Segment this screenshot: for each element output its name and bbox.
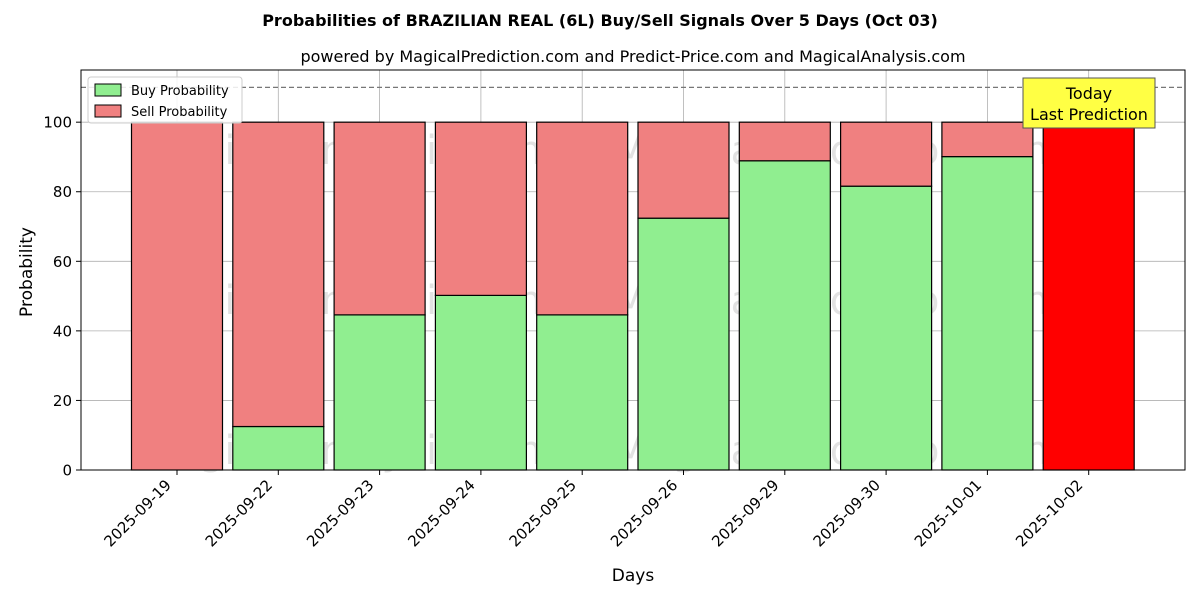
legend-swatch bbox=[94, 104, 122, 118]
y-axis-label: Probability bbox=[17, 227, 37, 317]
chart-subtitle: powered by MagicalPrediction.com and Pre… bbox=[300, 47, 965, 66]
y-tick-label: 60 bbox=[53, 253, 72, 271]
y-tick-label: 100 bbox=[43, 114, 72, 132]
legend bbox=[87, 76, 243, 124]
bar-sell bbox=[232, 121, 325, 428]
bar-buy bbox=[536, 314, 629, 471]
x-tick-label: 2025-09-19 bbox=[100, 476, 174, 550]
y-tick-label: 80 bbox=[53, 183, 72, 201]
legend-label: Sell Probability bbox=[131, 105, 228, 120]
bar-buy bbox=[738, 160, 831, 471]
annotation-box bbox=[1022, 77, 1156, 129]
bar-sell bbox=[738, 121, 831, 162]
bar-sell bbox=[637, 121, 730, 219]
bar-sell bbox=[839, 121, 933, 187]
x-tick-label: 2025-10-02 bbox=[1012, 476, 1086, 550]
x-tick-label: 2025-09-26 bbox=[607, 476, 681, 550]
bar-sell bbox=[941, 121, 1034, 158]
bar-buy bbox=[434, 294, 527, 471]
x-tick-label: 2025-09-25 bbox=[506, 476, 580, 550]
bar-buy bbox=[637, 217, 730, 471]
bar-sell bbox=[333, 121, 426, 316]
chart-title: Probabilities of BRAZILIAN REAL (6L) Buy… bbox=[262, 11, 938, 30]
plot-area: MagicalAnalysis.comMagicalPrediction.com… bbox=[43, 69, 1186, 550]
x-tick-label: 2025-09-22 bbox=[202, 476, 276, 550]
annotation-text: Today bbox=[1065, 84, 1112, 103]
y-tick-label: 40 bbox=[53, 322, 72, 340]
plot-frame bbox=[80, 69, 1186, 471]
y-tick-label: 0 bbox=[62, 462, 72, 480]
x-axis-label: Days bbox=[612, 566, 655, 586]
bar-sell bbox=[434, 121, 527, 296]
x-tick-label: 2025-09-30 bbox=[810, 476, 884, 550]
annotation-text: Last Prediction bbox=[1030, 105, 1148, 124]
bar-buy bbox=[232, 425, 325, 471]
bar-buy bbox=[941, 156, 1034, 471]
bar-sell bbox=[536, 121, 629, 316]
x-tick-label: 2025-09-29 bbox=[708, 476, 782, 550]
legend-label: Buy Probability bbox=[131, 84, 229, 99]
x-tick-label: 2025-09-23 bbox=[303, 476, 377, 550]
bar-sell bbox=[130, 121, 224, 471]
legend-swatch bbox=[94, 83, 122, 97]
bar-buy bbox=[839, 185, 933, 471]
x-tick-label: 2025-09-24 bbox=[404, 476, 478, 550]
bar-sell-highlight bbox=[1042, 121, 1135, 471]
x-tick-label: 2025-10-01 bbox=[911, 476, 985, 550]
bar-buy bbox=[333, 314, 426, 471]
y-tick-label: 20 bbox=[53, 392, 72, 410]
